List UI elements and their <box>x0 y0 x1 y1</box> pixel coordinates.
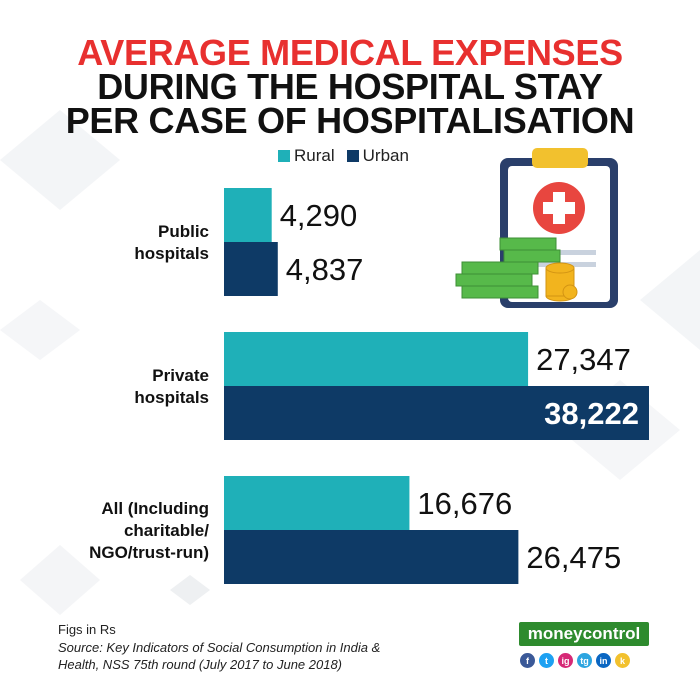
legend-label-urban: Urban <box>362 146 409 165</box>
bar-rural <box>224 188 272 242</box>
chart-title-line3: PER CASE OF HOSPITALISATION <box>65 100 635 141</box>
social-icons: f t ig tg in k <box>520 653 630 668</box>
twitter-icon[interactable]: t <box>539 653 554 668</box>
source-line1: Source: Key Indicators of Social Consump… <box>58 640 381 655</box>
data-label: 26,475 <box>526 540 621 575</box>
data-label: 4,290 <box>280 198 358 233</box>
bar-urban <box>224 530 519 584</box>
data-label: 38,222 <box>544 396 639 431</box>
data-label: 16,676 <box>417 486 512 521</box>
source-line2: Health, NSS 75th round (July 2017 to Jun… <box>58 657 343 672</box>
bar-rural <box>224 476 410 530</box>
bar-urban <box>224 242 278 296</box>
legend-label-rural: Rural <box>294 146 335 165</box>
legend-swatch-rural <box>278 150 290 162</box>
bar-rural <box>224 332 529 386</box>
category-label: hospitals <box>134 388 209 407</box>
category-label: hospitals <box>134 244 209 263</box>
category-label: charitable/ <box>124 521 209 540</box>
bar-urban <box>224 386 649 440</box>
legend-swatch-urban <box>346 150 359 162</box>
category-label: Public <box>158 222 209 241</box>
units-note: Figs in Rs <box>58 622 116 637</box>
facebook-icon[interactable]: f <box>520 653 535 668</box>
koo-icon[interactable]: k <box>615 653 630 668</box>
legend: Rural Urban <box>278 146 421 166</box>
category-label: NGO/trust-run) <box>89 543 209 562</box>
data-label: 27,347 <box>536 342 631 377</box>
linkedin-icon[interactable]: in <box>596 653 611 668</box>
instagram-icon[interactable]: ig <box>558 653 573 668</box>
category-label: All (Including <box>101 499 209 518</box>
moneycontrol-logo: moneycontrol <box>519 622 649 646</box>
data-label: 4,837 <box>286 252 364 287</box>
telegram-icon[interactable]: tg <box>577 653 592 668</box>
chart-title-line1: AVERAGE MEDICAL EXPENSES <box>77 32 623 73</box>
chart-title-line2: DURING THE HOSPITAL STAY <box>97 66 603 107</box>
category-label: Private <box>152 366 209 385</box>
